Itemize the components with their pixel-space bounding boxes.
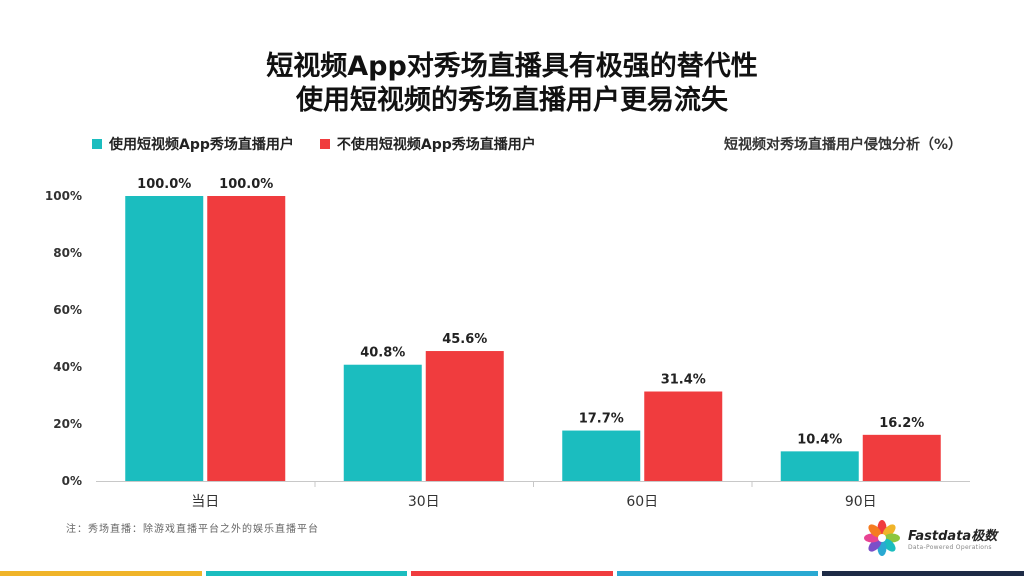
bar <box>562 430 641 481</box>
logo: Fastdata极数 Data-Powered Operations <box>862 518 997 558</box>
y-tick-label: 60% <box>53 303 82 317</box>
footnote: 注：秀场直播：除游戏直播平台之外的娱乐直播平台 <box>66 524 319 535</box>
bar <box>780 451 859 481</box>
y-tick-label: 80% <box>53 246 82 260</box>
y-tick-label: 40% <box>53 360 82 374</box>
bar <box>644 391 723 481</box>
legend-label-series2: 不使用短视频App秀场直播用户 <box>336 137 536 153</box>
x-tick-label: 90日 <box>845 494 877 510</box>
data-label: 100.0% <box>137 177 191 192</box>
data-label: 17.7% <box>579 412 624 427</box>
flower-logo-icon <box>864 520 900 556</box>
page-title-line1: 短视频App对秀场直播具有极强的替代性 <box>266 51 758 82</box>
data-label: 40.8% <box>360 346 405 361</box>
legend-swatch-series2 <box>319 139 330 149</box>
logo-tagline: Data-Powered Operations <box>908 544 992 551</box>
bottom-strip-segment <box>205 571 408 576</box>
page-title-line2: 使用短视频的秀场直播用户更易流失 <box>296 85 728 116</box>
bottom-strip-segment <box>411 571 613 576</box>
data-label: 16.2% <box>879 416 924 431</box>
data-label: 45.6% <box>442 332 487 347</box>
bar <box>343 364 422 481</box>
logo-petal <box>868 538 882 552</box>
y-tick-label: 100% <box>45 189 82 203</box>
legend-item-series1: 使用短视频App秀场直播用户 <box>92 134 294 154</box>
logo-name: Fastdata极数 <box>908 529 998 544</box>
logo-petal <box>882 524 896 538</box>
legend-label-series1: 使用短视频App秀场直播用户 <box>109 137 294 153</box>
bar <box>862 434 941 481</box>
chart-title: 短视频对秀场直播用户侵蚀分析（%） <box>723 137 962 153</box>
bottom-strip-segment <box>616 571 819 576</box>
bottom-strip-segment <box>822 571 1024 576</box>
data-label: 10.4% <box>797 432 842 447</box>
bottom-strip-segment <box>0 571 202 576</box>
chart-legend: 使用短视频App秀场直播用户 不使用短视频App秀场直播用户 <box>92 134 536 154</box>
legend-swatch-series1 <box>92 139 102 149</box>
x-tick-label: 当日 <box>191 494 219 510</box>
bottom-color-strip <box>0 571 1024 576</box>
legend-item-series2: 不使用短视频App秀场直播用户 <box>319 134 536 154</box>
bar <box>425 351 504 481</box>
x-tick-label: 30日 <box>408 494 440 510</box>
data-label: 100.0% <box>219 177 273 192</box>
y-tick-label: 0% <box>62 474 82 488</box>
data-label: 31.4% <box>661 373 706 388</box>
bar <box>207 196 286 481</box>
logo-petal <box>868 524 882 538</box>
logo-petal <box>882 538 896 552</box>
y-tick-label: 20% <box>53 417 82 431</box>
x-tick-label: 60日 <box>626 494 658 510</box>
bar <box>125 196 204 481</box>
